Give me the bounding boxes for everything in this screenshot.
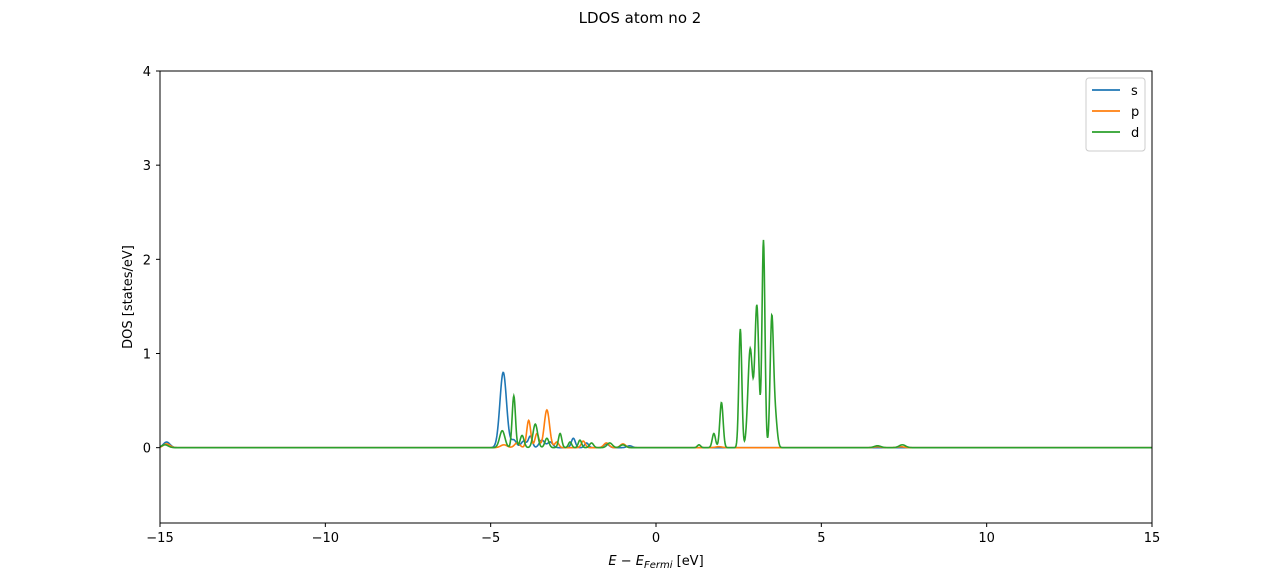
plot-area [159, 70, 1153, 524]
legend-label-s: s [1131, 84, 1138, 99]
x-axis-label-unit: [eV] [672, 554, 703, 569]
axes-frame [159, 70, 1153, 524]
series-line-d [160, 239, 1152, 449]
series-line-s [160, 371, 1152, 449]
chart-title: LDOS atom no 2 [579, 9, 702, 27]
legend-label-d: d [1131, 126, 1139, 141]
x-tick-label: 10 [978, 531, 995, 546]
x-tick-label: −15 [146, 531, 173, 546]
y-tick-label: 0 [143, 442, 151, 457]
legend-label-p: p [1131, 105, 1139, 120]
y-tick-label: 3 [143, 159, 151, 174]
x-tick-label: −10 [312, 531, 339, 546]
axis-ticks: −15 −10 −5 0 5 10 15 0 1 2 3 4 [143, 65, 1161, 546]
x-tick-label: 5 [817, 531, 825, 546]
y-tick-label: 1 [143, 348, 151, 363]
y-tick-label: 2 [143, 253, 151, 268]
x-axis-label-sub: Fermi [644, 560, 673, 571]
x-axis-label: E − EFermi [eV] [608, 554, 703, 571]
x-tick-label: 15 [1144, 531, 1161, 546]
x-tick-label: 0 [652, 531, 660, 546]
x-tick-label: −5 [481, 531, 500, 546]
y-axis-label: DOS [states/eV] [121, 245, 136, 349]
x-axis-label-main: E − E [608, 554, 644, 569]
legend: spd [1085, 77, 1146, 152]
y-tick-label: 4 [143, 65, 151, 80]
series-line-p [160, 408, 1152, 449]
